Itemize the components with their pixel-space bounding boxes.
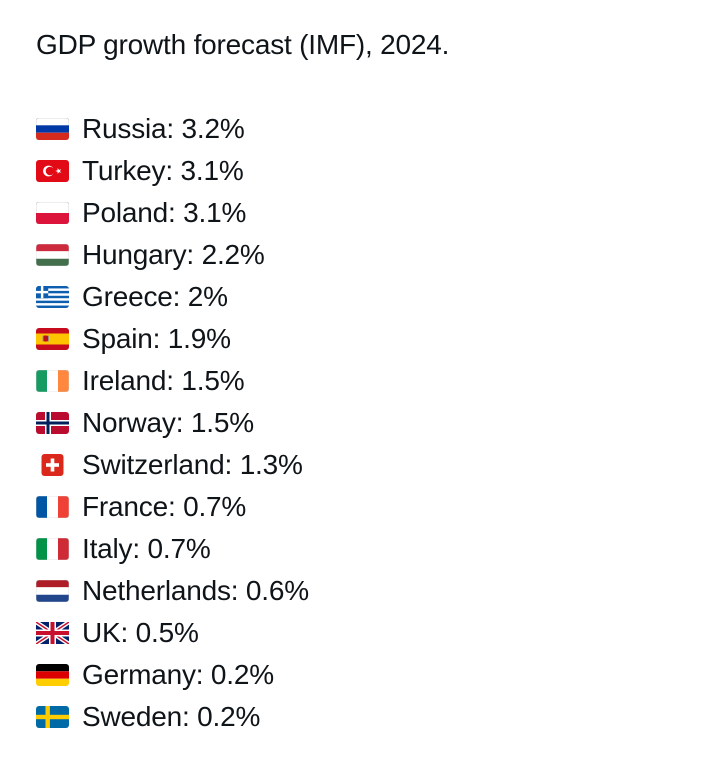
norway-flag-icon bbox=[36, 412, 69, 434]
list-item: France: 0.7% bbox=[36, 486, 694, 528]
greece-flag-icon bbox=[36, 286, 69, 308]
list-item: Turkey: 3.1% bbox=[36, 150, 694, 192]
forecast-list: Russia: 3.2% Turkey: 3.1% Poland: 3. bbox=[36, 108, 694, 738]
list-item: Greece: 2% bbox=[36, 276, 694, 318]
ireland-flag-icon bbox=[36, 370, 69, 392]
spain-flag-icon bbox=[36, 328, 69, 350]
list-item: Poland: 3.1% bbox=[36, 192, 694, 234]
list-item-text: Netherlands: 0.6% bbox=[82, 575, 309, 606]
switzerland-flag-icon bbox=[36, 454, 69, 476]
list-item: Norway: 1.5% bbox=[36, 402, 694, 444]
list-item: Italy: 0.7% bbox=[36, 528, 694, 570]
list-item-text: Sweden: 0.2% bbox=[82, 701, 261, 732]
list-item-text: Spain: 1.9% bbox=[82, 323, 231, 354]
turkey-flag-icon bbox=[36, 160, 69, 182]
list-item: Russia: 3.2% bbox=[36, 108, 694, 150]
list-item: Spain: 1.9% bbox=[36, 318, 694, 360]
list-item: Ireland: 1.5% bbox=[36, 360, 694, 402]
list-item-text: France: 0.7% bbox=[82, 491, 247, 522]
list-item: Germany: 0.2% bbox=[36, 654, 694, 696]
hungary-flag-icon bbox=[36, 244, 69, 266]
post-title: GDP growth forecast (IMF), 2024. bbox=[36, 29, 450, 60]
list-item: Netherlands: 0.6% bbox=[36, 570, 694, 612]
list-item: UK: 0.5% bbox=[36, 612, 694, 654]
list-item-text: Italy: 0.7% bbox=[82, 533, 211, 564]
list-item-text: Germany: 0.2% bbox=[82, 659, 274, 690]
list-item-text: Greece: 2% bbox=[82, 281, 228, 312]
post-content: GDP growth forecast (IMF), 2024. Russia:… bbox=[36, 24, 694, 738]
list-item-text: Ireland: 1.5% bbox=[82, 365, 245, 396]
list-item-text: Switzerland: 1.3% bbox=[82, 449, 303, 480]
list-item-text: Turkey: 3.1% bbox=[82, 155, 244, 186]
list-item-text: UK: 0.5% bbox=[82, 617, 199, 648]
sweden-flag-icon bbox=[36, 706, 69, 728]
list-item-text: Poland: 3.1% bbox=[82, 197, 247, 228]
italy-flag-icon bbox=[36, 538, 69, 560]
russia-flag-icon bbox=[36, 118, 69, 140]
list-item: Sweden: 0.2% bbox=[36, 696, 694, 738]
poland-flag-icon bbox=[36, 202, 69, 224]
germany-flag-icon bbox=[36, 664, 69, 686]
list-item: Switzerland: 1.3% bbox=[36, 444, 694, 486]
list-item-text: Russia: 3.2% bbox=[82, 113, 245, 144]
list-item: Hungary: 2.2% bbox=[36, 234, 694, 276]
netherlands-flag-icon bbox=[36, 580, 69, 602]
list-item-text: Norway: 1.5% bbox=[82, 407, 254, 438]
uk-flag-icon bbox=[36, 622, 69, 644]
list-item-text: Hungary: 2.2% bbox=[82, 239, 265, 270]
france-flag-icon bbox=[36, 496, 69, 518]
